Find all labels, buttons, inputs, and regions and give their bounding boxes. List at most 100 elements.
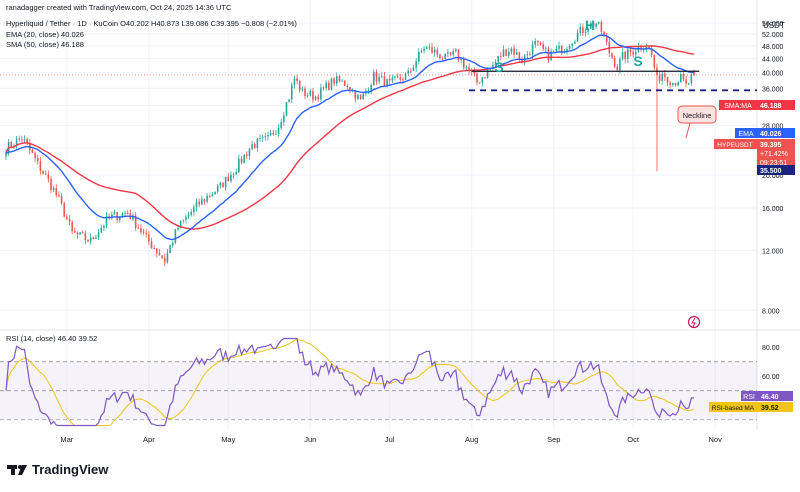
candle-body: [518, 52, 521, 60]
left-shoulder-label: S: [494, 59, 503, 75]
candle-body: [208, 195, 211, 197]
ema-badge-value: 40.026: [760, 131, 782, 138]
candle-body: [309, 90, 312, 96]
candle-body: [338, 76, 341, 82]
candle-body: [545, 48, 547, 50]
time-tick-label: Nov: [708, 435, 722, 444]
candle-body: [312, 90, 314, 100]
candle-body: [325, 82, 327, 89]
candle-body: [468, 67, 470, 71]
candle-body: [111, 214, 113, 217]
candle-body: [343, 80, 346, 86]
candle-body: [462, 58, 465, 68]
candle-body: [367, 90, 370, 92]
candle-body: [296, 78, 298, 81]
candle-body: [502, 49, 505, 57]
candle-body: [534, 40, 537, 45]
candle-body: [431, 47, 433, 53]
candle-body: [193, 207, 195, 213]
price-tick-label: 56.000: [762, 21, 784, 28]
candle-body: [79, 232, 81, 235]
tradingview-logo-text[interactable]: TradingView: [32, 462, 109, 477]
rsi-ma-badge-value: 39.52: [761, 405, 779, 412]
ohlc-values: O40.202 H40.873 L39.086 C39.395 −0.808 (…: [120, 19, 297, 28]
symbol-badge-tag: [714, 139, 757, 149]
right-shoulder-label: S: [633, 53, 642, 69]
ema-legend[interactable]: EMA (20, close) 40.026: [6, 30, 84, 39]
neckline-callout[interactable]: Neckline: [677, 105, 717, 139]
candle-body: [428, 47, 431, 49]
candle-body: [396, 76, 399, 78]
candle-body: [74, 231, 76, 233]
time-tick-label: Jul: [385, 435, 395, 444]
symbol-name[interactable]: Hyperliquid / Tether · 1D · KuCoin: [6, 19, 118, 28]
candle-body: [595, 23, 597, 27]
candle-body: [410, 70, 412, 72]
candle-body: [619, 58, 621, 71]
rsi-badge-value: 46.40: [761, 394, 779, 401]
candle-body: [510, 48, 513, 53]
candles: [5, 20, 695, 267]
rsi-ma-badge-tag: [709, 402, 757, 412]
neckline-callout-box: [677, 105, 717, 124]
candle-body: [526, 54, 529, 56]
candle-body: [42, 171, 44, 174]
candle-body: [460, 58, 462, 61]
rsi-legend[interactable]: RSI (14, close) 46.40 39.52: [6, 334, 98, 343]
candle-body: [201, 199, 203, 205]
candle-body: [227, 176, 230, 182]
candle-body: [174, 229, 177, 243]
candle-body: [140, 228, 142, 233]
candle-body: [505, 49, 507, 56]
candle-body: [60, 196, 63, 204]
candle-body: [290, 84, 293, 100]
candle-body: [161, 255, 163, 259]
candle-body: [156, 248, 158, 254]
candle-body: [15, 138, 18, 146]
last-price: 39.395: [760, 142, 782, 149]
candle-body: [378, 77, 380, 82]
watermark-icon-bolt: [691, 317, 696, 328]
candle-body: [436, 49, 439, 55]
candle-body: [507, 52, 510, 56]
candle-body: [251, 144, 253, 150]
support-badge-value: 35.500: [760, 168, 782, 175]
sma-legend[interactable]: SMA (50, close) 46.188: [6, 40, 84, 49]
candle-body: [216, 185, 219, 192]
candle-body: [103, 225, 105, 228]
candle-body: [134, 215, 137, 228]
candle-body: [222, 182, 224, 188]
tradingview-logo-mark-wedge: [18, 465, 27, 475]
candle-body: [693, 71, 695, 75]
candle-body: [373, 72, 375, 86]
candle-body: [402, 79, 404, 81]
candle-body: [150, 241, 153, 249]
candle-body: [113, 212, 116, 215]
price-tick-label: 40.000: [762, 71, 784, 78]
candle-body: [359, 94, 362, 100]
candle-body: [219, 182, 222, 186]
candle-body: [412, 67, 415, 71]
candle-body: [449, 52, 452, 55]
candle-body: [611, 53, 613, 58]
candle-body: [634, 51, 637, 55]
candle-body: [288, 99, 290, 103]
candle-body: [550, 51, 552, 61]
candle-body: [560, 45, 563, 54]
candle-body: [63, 203, 66, 217]
candle-body: [330, 78, 333, 90]
candle-body: [206, 195, 208, 202]
candle-body: [420, 50, 423, 52]
price-tick-label: 28.000: [762, 123, 784, 130]
candle-body: [34, 152, 36, 159]
candle-body: [444, 53, 447, 59]
candle-body: [335, 76, 338, 84]
candle-body: [50, 178, 52, 191]
candle-body: [272, 132, 275, 135]
candle-body: [648, 46, 650, 49]
candle-body: [441, 58, 444, 60]
candle-body: [486, 69, 489, 78]
candle-body: [283, 115, 285, 123]
